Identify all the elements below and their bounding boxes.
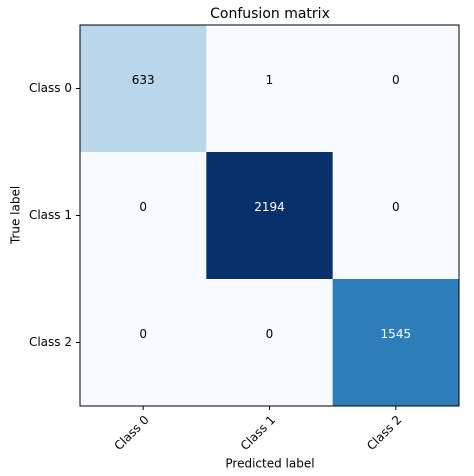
x-tick-label: Class 2 bbox=[364, 413, 404, 453]
x-axis-label: Predicted label bbox=[225, 457, 314, 471]
cell-label: 0 bbox=[139, 200, 147, 214]
cell-label: 0 bbox=[392, 73, 400, 87]
cell bbox=[206, 279, 334, 407]
cell bbox=[206, 152, 334, 280]
cell bbox=[80, 279, 207, 407]
x-tick-label: Class 0 bbox=[111, 413, 151, 453]
y-tick-label: Class 0 bbox=[29, 81, 72, 95]
chart-title: Confusion matrix bbox=[210, 6, 330, 22]
cell bbox=[206, 25, 334, 153]
y-axis-label: True label bbox=[9, 186, 23, 245]
cell bbox=[80, 152, 207, 280]
y-tick-label: Class 2 bbox=[29, 335, 72, 349]
cell-label: 1545 bbox=[381, 327, 412, 341]
cell-label: 0 bbox=[139, 327, 147, 341]
cell-label: 633 bbox=[132, 73, 155, 87]
cell-label: 0 bbox=[266, 327, 274, 341]
cell-label: 2194 bbox=[254, 200, 285, 214]
y-tick-label: Class 1 bbox=[29, 208, 72, 222]
cell bbox=[80, 25, 207, 153]
cell bbox=[332, 152, 460, 280]
cell bbox=[332, 279, 460, 407]
cell bbox=[332, 25, 460, 153]
cell-label: 0 bbox=[392, 200, 400, 214]
x-tick-label: Class 1 bbox=[238, 413, 278, 453]
cell-label: 1 bbox=[266, 73, 274, 87]
